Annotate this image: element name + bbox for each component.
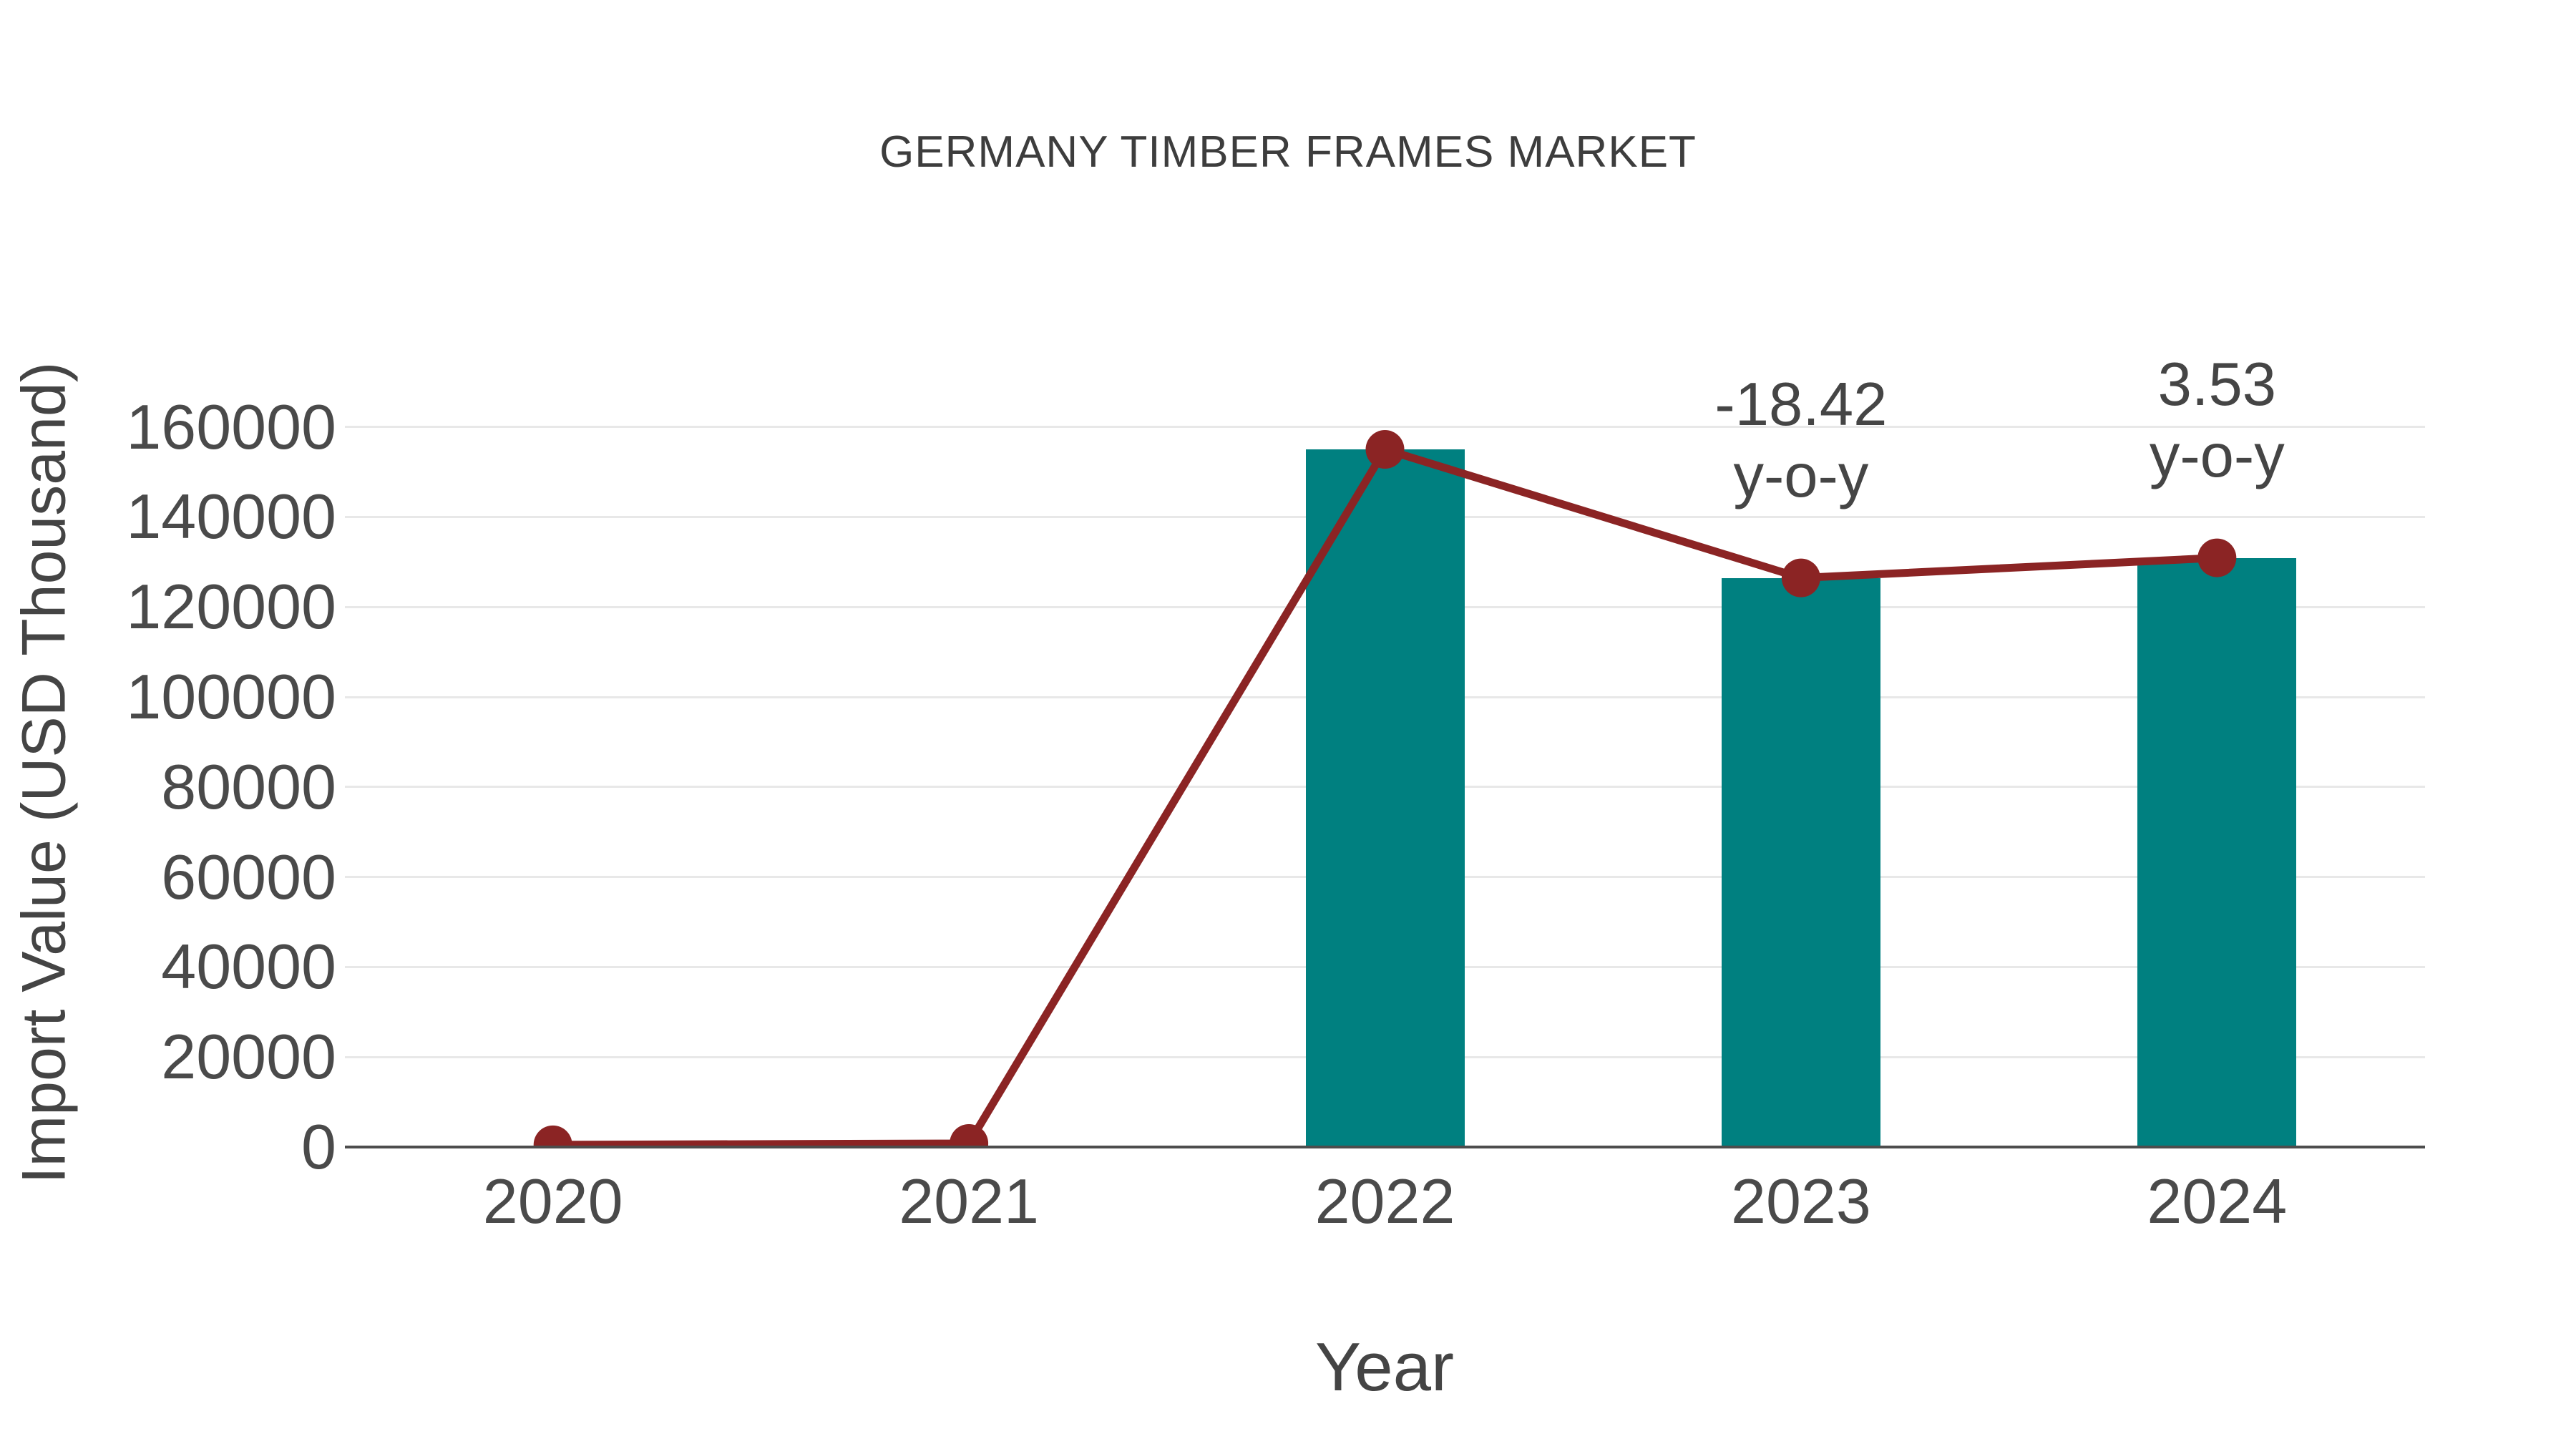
- y-tick-label-120000: 120000: [126, 571, 336, 643]
- line-marker-2024: [2197, 538, 2237, 577]
- y-tick-label-140000: 140000: [126, 481, 336, 552]
- x-tick-label-2023: 2023: [1731, 1166, 1871, 1236]
- y-tick-label-160000: 160000: [126, 391, 336, 462]
- annotation-2023-line-1: -18.42: [1714, 370, 1888, 439]
- y-tick-label-100000: 100000: [126, 661, 336, 732]
- x-tick-label-2021: 2021: [899, 1166, 1039, 1236]
- y-tick-label-60000: 60000: [161, 841, 336, 912]
- y-tick-label-80000: 80000: [161, 751, 336, 822]
- y-tick-label-20000: 20000: [161, 1021, 336, 1093]
- annotation-2024-line-1: 3.53: [2157, 350, 2277, 419]
- x-tick-label-2020: 2020: [482, 1166, 623, 1236]
- line-marker-2022: [1365, 430, 1405, 469]
- x-axis-line: [345, 1146, 2425, 1148]
- annotation-2024: 3.53 y-o-y: [2150, 349, 2285, 492]
- bar-2023: [1721, 577, 1880, 1147]
- line-marker-2021: [950, 1123, 989, 1147]
- y-tick-label-0: 0: [301, 1111, 336, 1182]
- annotation-2024-line-2: y-o-y: [2149, 421, 2285, 490]
- x-tick-label-2022: 2022: [1314, 1166, 1455, 1236]
- annotation-2023-line-2: y-o-y: [1733, 441, 1869, 510]
- y-tick-label-40000: 40000: [161, 931, 336, 1002]
- line-series-layer: [533, 430, 2237, 1147]
- chart-title: GERMANY TIMBER FRAMES MARKET: [879, 127, 1697, 177]
- x-axis-title: Year: [1315, 1329, 1454, 1405]
- x-tick-label-2024: 2024: [2147, 1166, 2288, 1236]
- annotation-2023: -18.42 y-o-y: [1714, 369, 1887, 512]
- line-marker-2023: [1781, 558, 1820, 597]
- line-marker-2020: [533, 1125, 572, 1147]
- gridline-y-160000: [345, 426, 2425, 429]
- trend-line: [552, 444, 2218, 1147]
- bar-2022: [1305, 449, 1465, 1147]
- bar-2024: [2137, 557, 2297, 1147]
- plot-area: [345, 386, 2425, 1147]
